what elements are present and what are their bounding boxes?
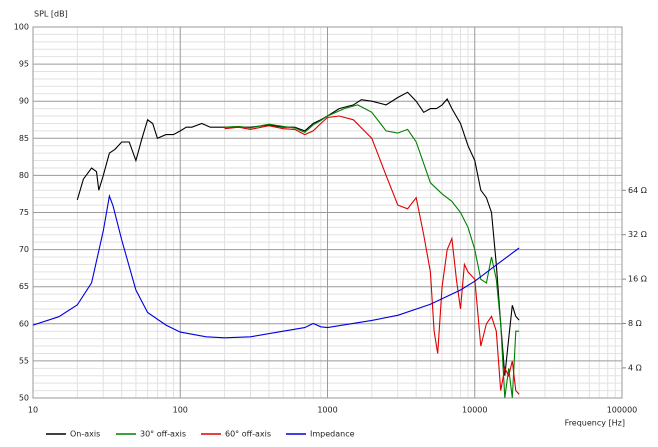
y-tick-label: 95 xyxy=(19,60,29,69)
series-line xyxy=(76,91,520,376)
series-line xyxy=(32,193,520,339)
legend-label: Impedance xyxy=(310,430,355,439)
series-line xyxy=(224,104,520,399)
x-tick-label: 10000 xyxy=(462,406,487,415)
legend-label: 60° off-axis xyxy=(225,430,271,439)
x-axis-label: Frequency [Hz] xyxy=(565,419,625,428)
x-tick-label: 100000 xyxy=(607,406,638,415)
y2-tick-label: 64 Ω xyxy=(628,186,647,195)
y-tick-label: 50 xyxy=(19,394,29,403)
y-tick-label: 75 xyxy=(19,208,29,217)
y2-tick-label: 16 Ω xyxy=(628,275,647,284)
y-tick-label: 100 xyxy=(14,23,29,32)
y-tick-label: 80 xyxy=(19,171,29,180)
series-line xyxy=(224,115,520,395)
x-tick-label: 1000 xyxy=(317,406,337,415)
x-tick-label: 10 xyxy=(28,406,38,415)
legend-label: 30° off-axis xyxy=(140,430,186,439)
y-tick-label: 55 xyxy=(19,356,29,365)
y-tick-label: 90 xyxy=(19,97,29,106)
y2-tick-label: 4 Ω xyxy=(628,363,642,372)
y2-tick-label: 32 Ω xyxy=(628,230,647,239)
y-tick-label: 70 xyxy=(19,245,29,254)
y2-tick-label: 8 Ω xyxy=(628,319,642,328)
y-axis-label: SPL [dB] xyxy=(34,10,68,19)
legend-label: On-axis xyxy=(70,430,100,439)
y-tick-label: 65 xyxy=(19,282,29,291)
y-tick-label: 60 xyxy=(19,319,29,328)
y-tick-label: 85 xyxy=(19,134,29,143)
x-tick-label: 100 xyxy=(173,406,188,415)
